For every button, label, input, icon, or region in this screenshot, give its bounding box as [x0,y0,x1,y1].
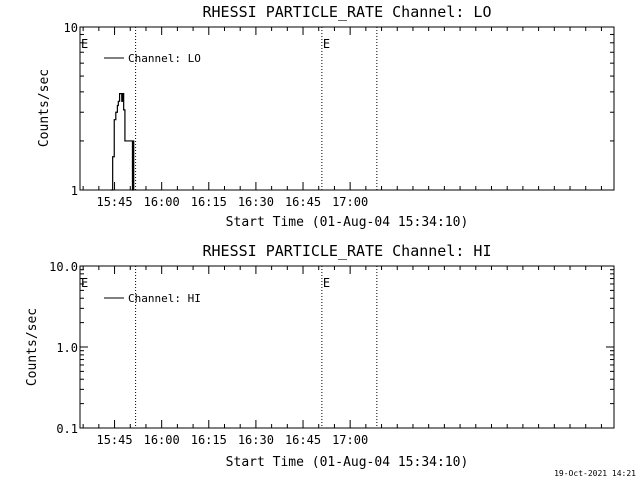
lo-y-tick-label: 10 [64,21,78,35]
hi-y-axis-label: Counts/sec [25,308,40,386]
lo-series-line [110,93,135,191]
hi-x-axis-label: Start Time (01-Aug-04 15:34:10) [226,455,469,470]
hi-event-marker: E [81,276,88,290]
hi-chart-title: RHESSI PARTICLE_RATE Channel: HI [203,242,492,260]
hi-event-marker: E [323,276,330,290]
lo-x-axis: 15:45 16:00 16:15 16:30 16:45 17:00 [82,27,602,209]
hi-y-axis: 0.1 1.0 10.0 [49,260,614,436]
lo-dotted-lines [135,27,378,190]
hi-y-tick-label: 10.0 [49,260,78,274]
hi-y-tick-label: 0.1 [56,422,78,436]
lo-x-tick-label: 16:00 [144,195,180,209]
generated-timestamp: 19-Oct-2021 14:21 [554,469,636,478]
lo-x-tick-label: 16:45 [285,195,321,209]
hi-x-tick-label: 15:45 [96,433,132,447]
lo-event-marker: E [323,37,330,51]
lo-plot-frame [79,26,615,191]
hi-x-tick-label: 16:45 [285,433,321,447]
lo-legend-label: Channel: LO [128,52,201,65]
hi-x-tick-label: 16:30 [238,433,274,447]
lo-x-axis-label: Start Time (01-Aug-04 15:34:10) [226,215,469,230]
lo-x-tick-label: 16:15 [191,195,227,209]
lo-y-axis: 1 10 [64,21,614,198]
lo-channel-panel: RHESSI PARTICLE_RATE Channel: LO 1 10 15:… [37,3,615,230]
hi-x-axis: 15:45 16:00 16:15 16:30 16:45 17:00 [82,266,602,447]
hi-channel-panel: RHESSI PARTICLE_RATE Channel: HI 0.1 1.0 1… [25,242,615,470]
lo-y-tick-label: 1 [71,184,78,198]
lo-x-tick-label: 17:00 [332,195,368,209]
lo-chart-title: RHESSI PARTICLE_RATE Channel: LO [203,3,492,21]
hi-legend-label: Channel: HI [128,292,201,305]
lo-y-axis-label: Counts/sec [37,69,52,147]
lo-x-tick-label: 15:45 [96,195,132,209]
lo-event-marker: E [81,37,88,51]
hi-dotted-lines [135,266,378,428]
hi-x-tick-label: 16:00 [144,433,180,447]
lo-series [110,93,135,191]
lo-x-tick-label: 16:30 [238,195,274,209]
hi-x-tick-label: 17:00 [332,433,368,447]
hi-x-tick-label: 16:15 [191,433,227,447]
hi-y-tick-label: 1.0 [56,341,78,355]
